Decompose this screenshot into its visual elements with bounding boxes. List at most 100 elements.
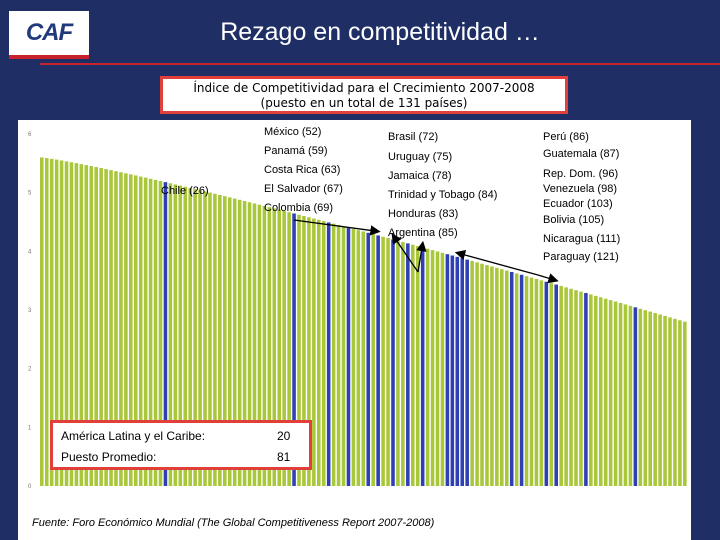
- source-note: Fuente: Foro Económico Mundial (The Glob…: [18, 502, 691, 540]
- bar-rank-20: [133, 175, 138, 486]
- bar-rank-62: [341, 226, 346, 486]
- bar-rank-97: [514, 273, 519, 486]
- bar-rank-88: [470, 260, 474, 486]
- competitiveness-bar-chart: 0 1 2 3 4 5 6: [28, 132, 687, 490]
- bar-rank-66: [361, 231, 366, 486]
- bar-rank-9: [79, 164, 84, 486]
- bar-rank-82: [440, 252, 445, 486]
- country-label: Honduras (83): [388, 208, 459, 220]
- country-label: Rep. Dom. (96): [543, 168, 619, 180]
- bar-latam-rank-78: [420, 247, 425, 486]
- pointer-arrow: [454, 249, 539, 276]
- bar-rank-70: [381, 236, 385, 486]
- bar-rank-80: [430, 250, 435, 486]
- bar-rank-3: [49, 158, 54, 486]
- bar-rank-79: [425, 248, 430, 486]
- bar-rank-31: [188, 187, 192, 486]
- bar-rank-50: [282, 210, 286, 486]
- country-label: Paraguay (121): [543, 251, 619, 263]
- bar-rank-110: [579, 291, 583, 486]
- page-title: Rezago en competitividad …: [220, 18, 540, 46]
- bar-rank-128: [668, 317, 672, 486]
- y-tick-label: 3: [28, 308, 32, 314]
- country-label: Trinidad y Tobago (84): [388, 189, 498, 201]
- bar-rank-131: [683, 321, 687, 486]
- bar-rank-1: [40, 157, 44, 486]
- bar-rank-93: [495, 267, 499, 486]
- bar-rank-116: [608, 300, 613, 486]
- bar-rank-71: [386, 238, 390, 486]
- country-label: Bolivia (105): [543, 214, 605, 226]
- country-label: Jamaica (78): [388, 170, 452, 182]
- country-label: México (52): [264, 126, 322, 138]
- bar-rank-118: [618, 302, 623, 486]
- bar-latam-rank-96: [509, 271, 514, 486]
- bar-rank-18: [124, 173, 128, 487]
- bar-rank-122: [638, 308, 643, 486]
- bar-rank-56: [312, 218, 316, 487]
- pointer-arrow: [391, 233, 419, 273]
- bar-rank-47: [267, 207, 272, 486]
- bar-rank-32: [193, 189, 197, 486]
- country-label: Costa Rica (63): [264, 164, 341, 176]
- bar-rank-48: [272, 208, 277, 486]
- bar-rank-16: [114, 171, 118, 486]
- bar-rank-7: [69, 162, 74, 486]
- bar-rank-17: [119, 172, 123, 487]
- bar-rank-34: [203, 191, 207, 486]
- chart-panel: 0 1 2 3 4 5 6 Chile (26) México (52) Panamá (5…: [18, 120, 691, 502]
- country-label: Uruguay (75): [388, 151, 453, 163]
- bar-rank-92: [490, 266, 494, 486]
- country-label: Perú (86): [543, 131, 589, 143]
- bar-rank-81: [435, 251, 440, 486]
- bar-rank-33: [198, 190, 202, 486]
- latam-stats-box: América Latina y el Caribe: 20 Puesto Pr…: [50, 420, 312, 470]
- bar-rank-15: [109, 170, 113, 486]
- bar-latam-rank-105: [554, 284, 558, 486]
- caf-logo: CAF: [9, 11, 89, 59]
- bar-rank-58: [321, 221, 326, 487]
- bar-rank-23: [148, 178, 153, 486]
- bar-rank-68: [371, 234, 375, 486]
- bar-rank-13: [99, 168, 103, 486]
- bar-rank-117: [613, 301, 618, 486]
- y-tick-label: 4: [28, 249, 32, 255]
- chart-title-box: Índice de Competitividad para el Crecimi…: [160, 76, 568, 114]
- bar-rank-126: [658, 314, 662, 486]
- bar-rank-42: [242, 201, 247, 486]
- bar-rank-90: [480, 263, 484, 486]
- country-label: Chile (26): [161, 185, 209, 197]
- bar-latam-rank-83: [445, 254, 450, 486]
- bar-rank-36: [213, 193, 217, 486]
- bar-latam-rank-85: [455, 256, 460, 486]
- bar-latam-rank-72: [391, 239, 395, 486]
- bar-rank-61: [336, 224, 341, 486]
- bar-rank-102: [539, 280, 544, 486]
- bar-rank-108: [569, 288, 573, 486]
- y-tick-label: 1: [28, 425, 32, 431]
- bar-rank-107: [564, 287, 568, 486]
- bar-rank-44: [252, 203, 257, 486]
- bar-rank-11: [89, 166, 94, 486]
- bar-rank-74: [401, 242, 405, 486]
- country-label: Colombia (69): [264, 202, 334, 214]
- bar-latam-rank-59: [326, 222, 331, 486]
- bar-latam-rank-121: [633, 307, 638, 486]
- bar-rank-14: [104, 169, 108, 486]
- bar-rank-35: [208, 192, 212, 486]
- bar-rank-22: [143, 177, 148, 486]
- bar-rank-65: [356, 230, 361, 486]
- bar-rank-55: [307, 217, 311, 486]
- bar-rank-28: [173, 184, 178, 487]
- bar-rank-123: [643, 310, 648, 486]
- bar-rank-45: [257, 204, 262, 486]
- country-label: Brasil (72): [388, 131, 439, 143]
- bar-rank-113: [594, 295, 598, 486]
- bar-latam-rank-111: [584, 293, 588, 486]
- bar-rank-19: [129, 174, 133, 486]
- bar-rank-24: [153, 179, 158, 486]
- title-divider: [40, 63, 720, 65]
- pointer-arrow: [293, 219, 381, 236]
- bar-rank-38: [223, 196, 227, 486]
- bar-rank-39: [227, 197, 232, 486]
